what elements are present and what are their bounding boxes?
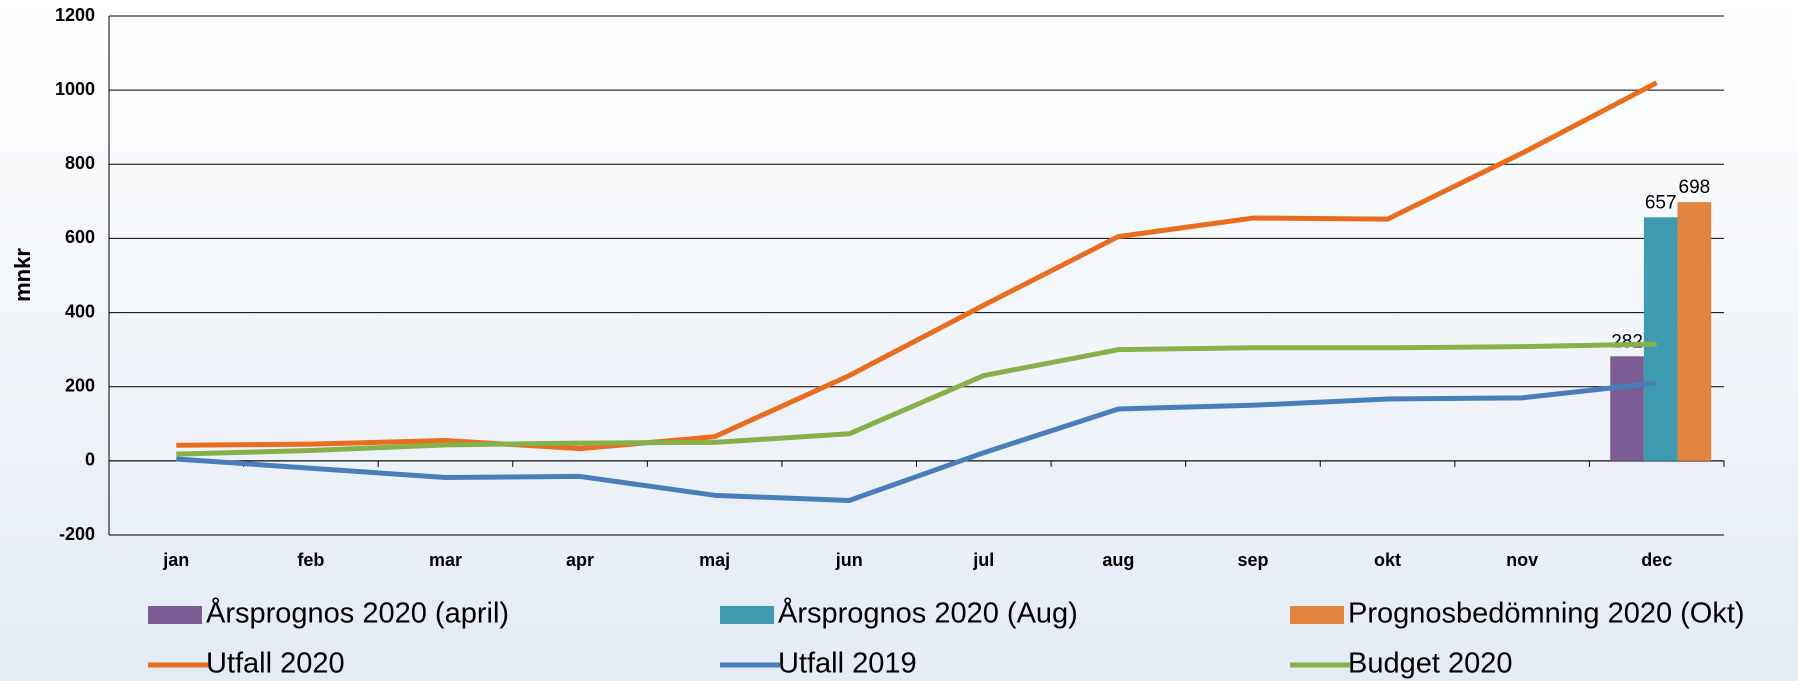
bar (1677, 202, 1712, 461)
legend-label: Årsprognos 2020 (april) (206, 597, 509, 630)
x-tick-label: okt (1374, 550, 1401, 570)
x-tick-label: mar (429, 550, 462, 570)
legend-swatch (720, 606, 774, 624)
y-tick-label: 200 (65, 375, 95, 395)
y-tick-label: 600 (65, 227, 95, 247)
x-tick-label: jun (835, 550, 863, 570)
line (176, 380, 1657, 504)
legend-label: Utfall 2019 (778, 648, 917, 680)
data-label: 698 (1679, 177, 1711, 198)
bar (1610, 356, 1644, 461)
legend-swatch (148, 606, 202, 624)
x-tick-label: nov (1506, 550, 1538, 570)
data-label: 282 (1611, 331, 1643, 352)
x-tick-label: jan (162, 550, 189, 570)
x-tick-label: aug (1102, 550, 1134, 570)
legend-label: Årsprognos 2020 (Aug) (778, 597, 1078, 630)
x-tick-label: dec (1641, 550, 1672, 570)
legend-swatch (1290, 606, 1344, 624)
data-label: 657 (1645, 192, 1677, 213)
x-tick-label: feb (297, 550, 324, 570)
y-tick-label: 1000 (55, 79, 95, 99)
legend-label: Prognosbedömning 2020 (Okt) (1348, 598, 1745, 630)
line (176, 80, 1658, 452)
legend-label: Budget 2020 (1348, 648, 1512, 680)
y-tick-label: 400 (65, 301, 95, 321)
line (176, 341, 1657, 457)
x-tick-label: sep (1237, 550, 1268, 570)
x-tick-label: jul (972, 550, 994, 570)
legend-label: Utfall 2020 (206, 648, 345, 680)
x-tick-label: maj (699, 550, 730, 570)
y-tick-label: 0 (85, 450, 95, 470)
bar (1643, 217, 1678, 461)
y-tick-label: -200 (59, 524, 95, 544)
y-axis-label: mnkr (10, 248, 35, 302)
y-tick-label: 1200 (55, 5, 95, 25)
y-tick-label: 800 (65, 153, 95, 173)
x-tick-label: apr (566, 550, 594, 570)
